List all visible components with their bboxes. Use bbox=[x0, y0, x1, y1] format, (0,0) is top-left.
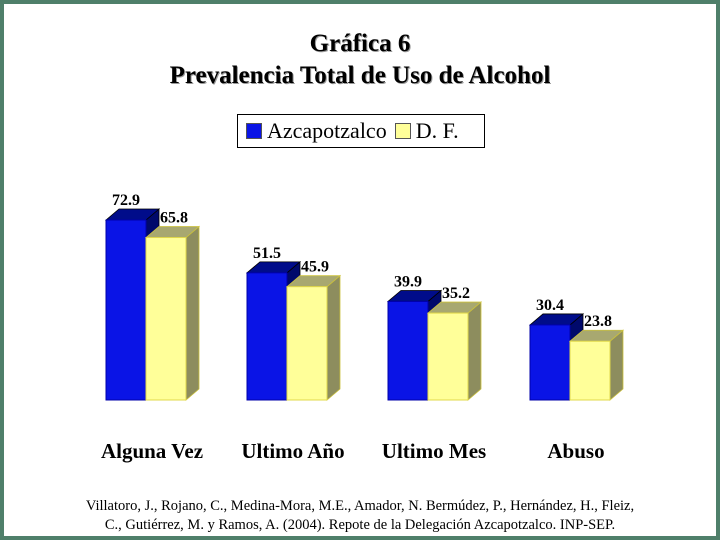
bar-side-df-0 bbox=[185, 225, 200, 401]
value-label-df-3: 23.8 bbox=[584, 313, 612, 330]
bar-side-df-1 bbox=[326, 274, 341, 401]
bar-azcapotzalco-2 bbox=[387, 300, 429, 401]
chart-subtitle: Prevalencia Total de Uso de Alcohol bbox=[169, 62, 551, 89]
category-label-0: Alguna Vez bbox=[101, 439, 203, 463]
bar-azcapotzalco-0 bbox=[105, 219, 147, 401]
bar-df-1 bbox=[286, 286, 328, 401]
legend-label-azcapotzalco: Azcapotzalco bbox=[267, 118, 387, 143]
bar-df-3 bbox=[569, 340, 611, 401]
chart-legend: Azcapotzalco D. F. bbox=[237, 114, 485, 148]
value-label-df-0: 65.8 bbox=[160, 210, 188, 227]
bar-azcapotzalco-1 bbox=[246, 272, 288, 401]
value-label-azcapotzalco-1: 51.5 bbox=[253, 245, 281, 262]
legend-swatch-df bbox=[394, 123, 411, 139]
category-label-2: Ultimo Mes bbox=[382, 439, 486, 463]
value-label-df-1: 45.9 bbox=[301, 259, 329, 276]
chart-title: Gráfica 6 bbox=[309, 30, 411, 57]
source-line-2: C., Gutiérrez, M. y Ramos, A. (2004). Re… bbox=[104, 517, 616, 533]
category-label-1: Ultimo Año bbox=[241, 439, 344, 463]
bar-azcapotzalco-3 bbox=[529, 324, 571, 401]
value-label-azcapotzalco-0: 72.9 bbox=[112, 192, 140, 209]
bar-df-0 bbox=[145, 237, 187, 401]
legend-label-df: D. F. bbox=[415, 118, 459, 143]
legend-item-df: D. F. bbox=[394, 118, 459, 144]
value-label-azcapotzalco-2: 39.9 bbox=[394, 273, 422, 290]
bar-side-df-3 bbox=[609, 329, 624, 401]
bar-df-2 bbox=[427, 312, 469, 401]
bar-side-df-2 bbox=[467, 301, 482, 401]
source-line-1: Villatoro, J., Rojano, C., Medina-Mora, … bbox=[85, 498, 635, 514]
value-label-df-2: 35.2 bbox=[442, 285, 470, 302]
value-label-azcapotzalco-3: 30.4 bbox=[536, 297, 564, 314]
category-label-3: Abuso bbox=[547, 439, 604, 463]
legend-swatch-azcapotzalco bbox=[246, 123, 262, 139]
legend-item-azcapotzalco: Azcapotzalco bbox=[246, 118, 387, 144]
